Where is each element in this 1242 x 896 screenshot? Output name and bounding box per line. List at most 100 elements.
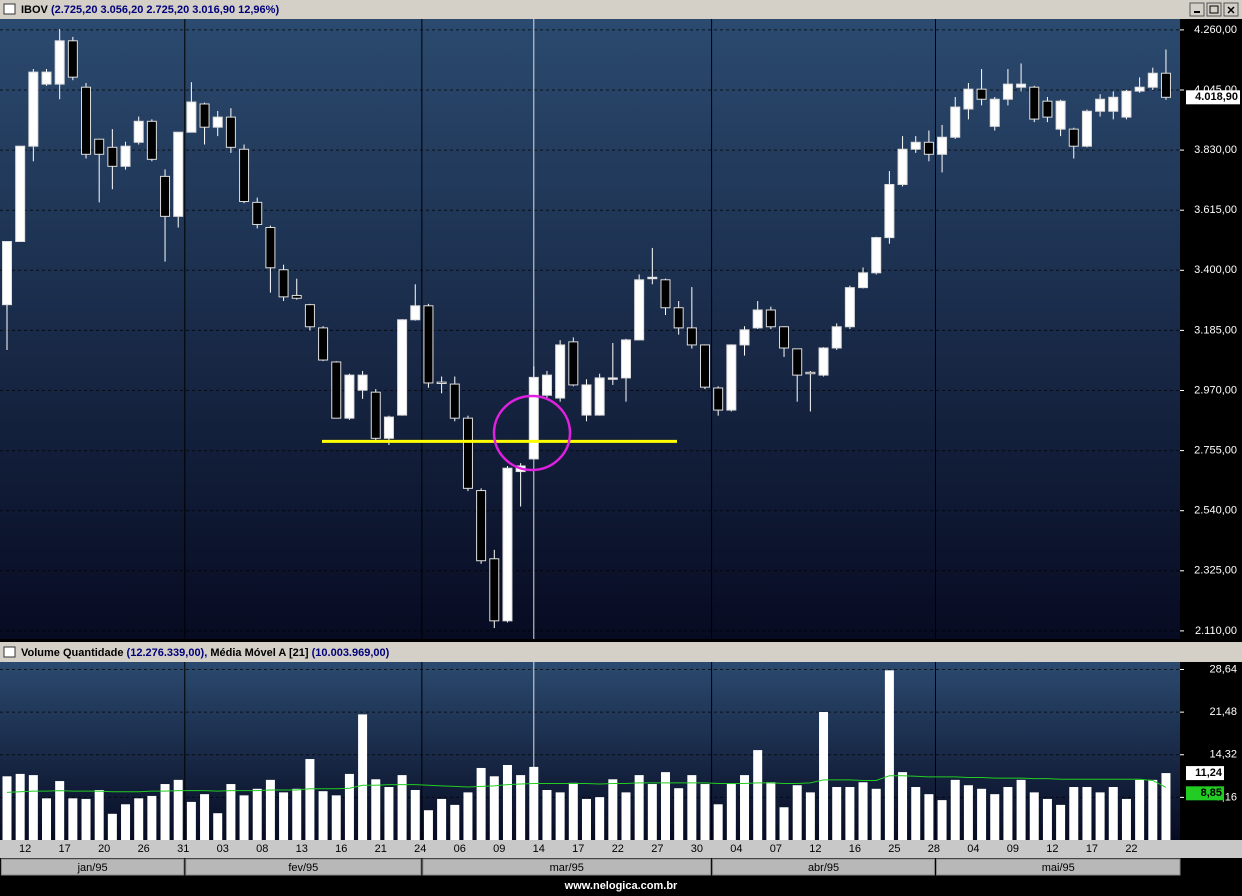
candle-down xyxy=(449,383,460,419)
x-tick-label: 31 xyxy=(177,843,189,855)
volume-bar xyxy=(805,792,815,840)
x-axis-bar xyxy=(0,840,1242,858)
candle-up xyxy=(397,319,408,416)
volume-bar xyxy=(423,810,433,840)
month-cell xyxy=(935,858,1181,876)
volume-bar xyxy=(713,804,723,840)
candle-up xyxy=(963,88,974,110)
x-tick-label: 04 xyxy=(730,843,742,855)
volume-bar xyxy=(42,798,52,840)
x-tick-label: 20 xyxy=(98,843,110,855)
volume-bar xyxy=(661,772,670,840)
candle-up xyxy=(950,106,961,138)
volume-bar xyxy=(1003,787,1013,840)
volume-bar xyxy=(1161,773,1171,840)
volume-bar xyxy=(674,788,684,840)
candle-down xyxy=(239,148,250,203)
candle-up xyxy=(357,374,368,391)
moving-average xyxy=(6,775,1167,793)
candle-down xyxy=(304,304,315,328)
candle-up xyxy=(541,374,552,396)
month-label: jan/95 xyxy=(77,862,108,874)
window-buttons[interactable] xyxy=(1189,2,1239,17)
candle-up xyxy=(502,467,513,622)
candle-up xyxy=(1147,72,1158,88)
volume-bar xyxy=(726,784,736,840)
x-tick-label: 24 xyxy=(414,843,426,855)
volume-bar xyxy=(1082,787,1092,840)
x-tick-label: 16 xyxy=(849,843,861,855)
volume-bar xyxy=(344,773,354,840)
volume-bar xyxy=(1042,798,1052,840)
candle-up xyxy=(581,384,592,416)
volume-bar xyxy=(884,670,894,840)
candle-up xyxy=(989,98,1000,127)
candle-down xyxy=(462,417,473,489)
volume-bar xyxy=(700,784,710,840)
ohlc-values: (2.725,20 3.056,20 2.725,20 3.016,90 12,… xyxy=(51,4,279,16)
x-tick-label: 12 xyxy=(19,843,31,855)
volume-bar xyxy=(1056,804,1066,840)
x-tick-label: 22 xyxy=(1125,843,1137,855)
candle-up xyxy=(871,237,882,274)
candle-down xyxy=(370,391,381,439)
volume-bar xyxy=(555,792,565,840)
candle-down xyxy=(94,138,105,155)
last-value-label: 4.018,90 xyxy=(1195,91,1238,103)
volume-bar xyxy=(68,798,78,840)
candle-down xyxy=(278,269,289,298)
candle-up xyxy=(897,148,908,185)
volume-bar xyxy=(779,807,789,840)
candle-down xyxy=(923,141,934,155)
candle-down xyxy=(331,361,342,419)
candle-down xyxy=(199,103,210,128)
volume-bar xyxy=(1029,792,1039,840)
volume-bar xyxy=(1148,779,1158,840)
volume-bar xyxy=(911,787,921,840)
candle-up xyxy=(634,279,645,341)
month-cell xyxy=(185,858,422,876)
maximize-button[interactable] xyxy=(1206,2,1222,17)
y-tick-label: 3.185,00 xyxy=(1194,324,1237,336)
volume-value: (12.276.339,00), xyxy=(127,647,208,659)
candle-down xyxy=(318,327,329,361)
volume-bar xyxy=(871,788,881,840)
x-tick-label: 27 xyxy=(651,843,663,855)
x-tick-label: 17 xyxy=(59,843,71,855)
volume-bar xyxy=(832,787,842,840)
volume-bar xyxy=(147,795,157,840)
x-tick-label: 30 xyxy=(691,843,703,855)
volume-bar xyxy=(463,792,473,840)
candle-down xyxy=(1029,86,1040,120)
x-tick-label: 12 xyxy=(809,843,821,855)
volume-bar xyxy=(1069,787,1079,840)
volume-bar xyxy=(15,773,25,840)
volume-bar xyxy=(647,784,657,840)
volume-bar xyxy=(542,789,552,840)
candle-down xyxy=(792,348,803,376)
volume-bar xyxy=(358,714,368,840)
month-label: mai/95 xyxy=(1042,862,1075,874)
icon xyxy=(1209,5,1219,14)
candle-up xyxy=(844,287,855,328)
candle-down xyxy=(673,307,684,329)
minimize-button[interactable] xyxy=(1189,2,1205,17)
candle-up xyxy=(620,339,631,379)
month-cell xyxy=(0,858,185,876)
volume-bar xyxy=(265,779,275,840)
y-tick-label: 2.970,00 xyxy=(1194,384,1237,396)
candle-up xyxy=(212,116,223,128)
volume-bar xyxy=(410,789,420,840)
volume-bar xyxy=(502,764,512,840)
volume-bar xyxy=(55,781,65,840)
volume-name: Volume Quantidade xyxy=(21,647,123,659)
volume-bar xyxy=(753,750,763,840)
y-tick-label: 2.110,00 xyxy=(1195,625,1237,637)
candle-up xyxy=(173,131,184,217)
volume-bar xyxy=(121,804,131,840)
candle-down xyxy=(423,305,434,384)
candle-down xyxy=(265,227,276,269)
candle-down xyxy=(779,326,790,349)
value-tag-label: 11,24 xyxy=(1195,767,1223,779)
